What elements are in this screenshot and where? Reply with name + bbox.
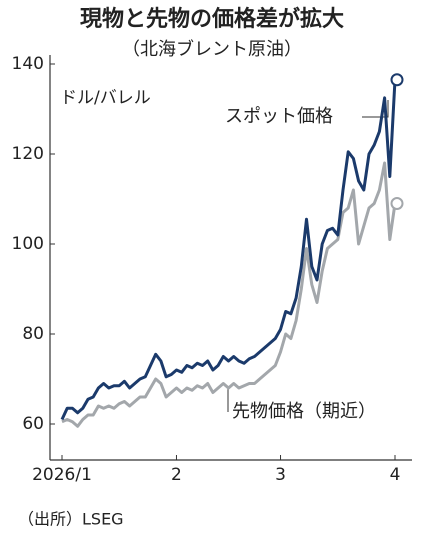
chart-title: 現物と先物の価格差が拡大 bbox=[80, 6, 344, 32]
series-label: スポット価格 bbox=[225, 106, 333, 127]
leader-line bbox=[362, 100, 389, 118]
y-tick-label: 100 bbox=[12, 234, 44, 254]
y-tick-label: 80 bbox=[22, 324, 44, 344]
y-tick-label: 140 bbox=[12, 54, 44, 74]
series-label: 先物価格（期近） bbox=[232, 401, 376, 422]
end-point bbox=[390, 197, 404, 210]
x-tick-label: 4 bbox=[390, 465, 401, 485]
chart-subtitle: （北海ブレント原油） bbox=[122, 38, 302, 60]
x-tick-label: 2 bbox=[171, 465, 182, 485]
source: （出所）LSEG bbox=[18, 510, 124, 529]
x-tick-label: 2026/1 bbox=[32, 465, 92, 485]
y-axis-label: ドル/バレル bbox=[60, 88, 151, 108]
series-line bbox=[60, 79, 397, 421]
y-tick-label: 60 bbox=[22, 414, 44, 434]
y-tick-label: 120 bbox=[12, 144, 44, 164]
end-point bbox=[390, 73, 404, 87]
x-tick-label: 3 bbox=[275, 465, 286, 485]
